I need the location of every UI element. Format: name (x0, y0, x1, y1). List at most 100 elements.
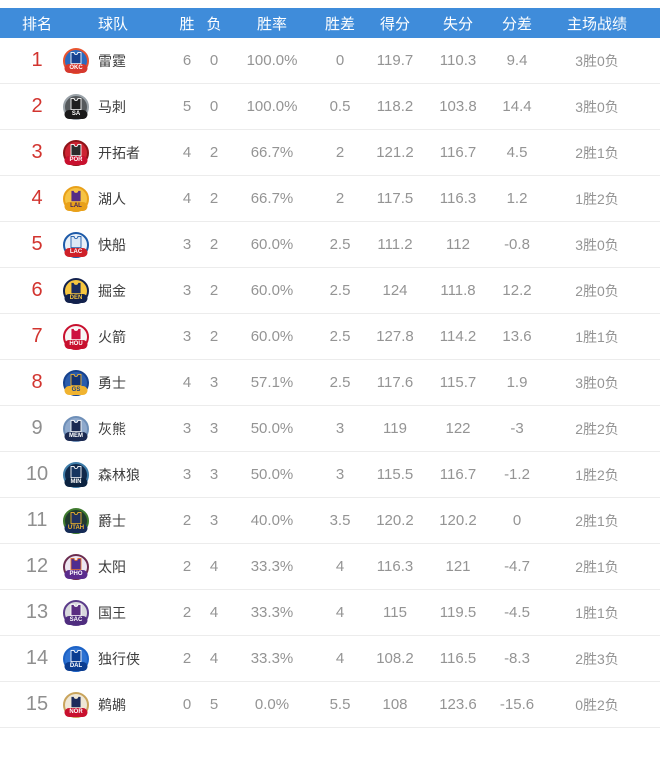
team-cell[interactable]: POR 开拓者 (56, 139, 170, 166)
team-abbr: SA (64, 109, 88, 119)
games-behind-cell: 0 (335, 52, 345, 69)
team-logo: LAC (63, 231, 89, 258)
team-abbr: LAC (64, 247, 88, 257)
team-name[interactable]: 火箭 (98, 328, 126, 345)
jersey-icon (70, 97, 82, 110)
wins-cell: 3 (182, 466, 192, 483)
team-cell[interactable]: SAC 国王 (56, 599, 170, 626)
losses-cell: 2 (209, 282, 219, 299)
point-diff-cell: -3 (510, 420, 524, 437)
team-name[interactable]: 湖人 (98, 190, 126, 207)
team-name[interactable]: 鹈鹕 (98, 696, 126, 713)
losses-cell: 0 (209, 52, 219, 69)
table-row[interactable]: 3 POR 开拓者 4 2 66.7% 2 121.2 116.7 4.5 2胜… (0, 130, 660, 176)
win-pct-cell: 100.0% (246, 98, 298, 115)
team-cell[interactable]: NOR 鹈鹕 (56, 691, 170, 718)
wins-cell: 6 (182, 52, 192, 69)
point-diff-cell: -4.5 (504, 604, 530, 621)
points-against-cell: 121 (445, 558, 471, 575)
home-record-cell: 1胜2负 (575, 466, 619, 483)
points-against-cell: 110.3 (439, 52, 477, 69)
win-pct-cell: 60.0% (250, 328, 294, 345)
points-against-cell: 116.3 (439, 190, 477, 207)
team-cell[interactable]: MEM 灰熊 (56, 415, 170, 442)
team-cell[interactable]: HOU 火箭 (56, 323, 170, 350)
jersey-icon (70, 465, 82, 478)
table-row[interactable]: 15 NOR 鹈鹕 0 5 0.0% 5.5 108 123.6 -15.6 0… (0, 682, 660, 728)
wins-cell: 3 (182, 236, 192, 253)
table-row[interactable]: 13 SAC 国王 2 4 33.3% 4 115 119.5 -4.5 1胜1… (0, 590, 660, 636)
points-for-cell: 111.2 (377, 236, 413, 253)
header-games-behind: 胜差 (324, 15, 355, 33)
point-diff-cell: -0.8 (504, 236, 530, 253)
team-name[interactable]: 森林狼 (98, 466, 140, 483)
table-row[interactable]: 7 HOU 火箭 3 2 60.0% 2.5 127.8 114.2 13.6 … (0, 314, 660, 360)
table-row[interactable]: 10 MIN 森林狼 3 3 50.0% 3 115.5 116.7 -1.2 … (0, 452, 660, 498)
team-cell[interactable]: DEN 掘金 (56, 277, 170, 304)
team-name[interactable]: 太阳 (98, 558, 126, 575)
win-pct-cell: 66.7% (250, 190, 294, 207)
points-for-cell: 115.5 (376, 466, 414, 483)
team-logo: LAL (63, 185, 89, 212)
team-name[interactable]: 开拓者 (98, 144, 140, 161)
table-row[interactable]: 4 LAL 湖人 4 2 66.7% 2 117.5 116.3 1.2 1胜2… (0, 176, 660, 222)
point-diff-cell: 9.4 (506, 52, 528, 69)
team-name[interactable]: 雷霆 (98, 52, 126, 69)
team-logo: PHO (63, 553, 89, 580)
table-row[interactable]: 9 MEM 灰熊 3 3 50.0% 3 119 122 -3 2胜2负 (0, 406, 660, 452)
header-rank: 排名 (21, 15, 52, 33)
table-row[interactable]: 5 LAC 快船 3 2 60.0% 2.5 111.2 112 -0.8 3胜… (0, 222, 660, 268)
team-cell[interactable]: LAL 湖人 (56, 185, 170, 212)
points-for-cell: 108.2 (376, 650, 414, 667)
team-cell[interactable]: MIN 森林狼 (56, 461, 170, 488)
team-name[interactable]: 独行侠 (98, 650, 140, 667)
team-cell[interactable]: LAC 快船 (56, 231, 170, 258)
table-row[interactable]: 1 OKC 雷霆 6 0 100.0% 0 119.7 110.3 9.4 3胜… (0, 38, 660, 84)
table-row[interactable]: 12 PHO 太阳 2 4 33.3% 4 116.3 121 -4.7 2胜1… (0, 544, 660, 590)
team-name[interactable]: 掘金 (98, 282, 126, 299)
table-row[interactable]: 8 GS 勇士 4 3 57.1% 2.5 117.6 115.7 1.9 3胜… (0, 360, 660, 406)
points-against-cell: 112 (446, 236, 470, 253)
rank-cell: 1 (31, 49, 43, 71)
team-abbr: LAL (64, 201, 88, 211)
team-cell[interactable]: OKC 雷霆 (56, 47, 170, 74)
team-cell[interactable]: PHO 太阳 (56, 553, 170, 580)
rank-cell: 8 (31, 371, 43, 393)
team-name[interactable]: 快船 (98, 236, 126, 253)
points-against-cell: 120.2 (439, 512, 477, 529)
point-diff-cell: 12.2 (502, 282, 532, 299)
home-record-cell: 3胜0负 (575, 98, 619, 115)
team-cell[interactable]: SA 马刺 (56, 93, 170, 120)
games-behind-cell: 2.5 (329, 374, 351, 391)
team-logo: GS (63, 369, 89, 396)
team-name[interactable]: 国王 (98, 604, 126, 621)
wins-cell: 4 (182, 144, 192, 161)
table-row[interactable]: 6 DEN 掘金 3 2 60.0% 2.5 124 111.8 12.2 2胜… (0, 268, 660, 314)
team-cell[interactable]: UTAH 爵士 (56, 507, 170, 534)
team-name[interactable]: 勇士 (98, 374, 126, 391)
win-pct-cell: 33.3% (250, 650, 294, 667)
team-logo: MIN (63, 461, 89, 488)
points-against-cell: 123.6 (439, 696, 477, 713)
team-cell[interactable]: GS 勇士 (56, 369, 170, 396)
jersey-icon (70, 51, 82, 64)
team-abbr: SAC (64, 615, 88, 625)
points-for-cell: 121.2 (376, 144, 414, 161)
wins-cell: 2 (182, 650, 192, 667)
home-record-cell: 2胜3负 (575, 650, 619, 667)
team-name[interactable]: 马刺 (98, 98, 126, 115)
jersey-icon (70, 327, 82, 340)
team-abbr: DEN (64, 293, 88, 303)
table-row[interactable]: 2 SA 马刺 5 0 100.0% 0.5 118.2 103.8 14.4 … (0, 84, 660, 130)
team-abbr: OKC (64, 63, 88, 73)
win-pct-cell: 50.0% (250, 420, 294, 437)
team-name[interactable]: 爵士 (98, 512, 126, 529)
team-name[interactable]: 灰熊 (98, 420, 126, 437)
games-behind-cell: 2.5 (329, 282, 351, 299)
games-behind-cell: 0.5 (329, 98, 351, 115)
team-cell[interactable]: DAL 独行侠 (56, 645, 170, 672)
table-row[interactable]: 11 UTAH 爵士 2 3 40.0% 3.5 120.2 120.2 0 2… (0, 498, 660, 544)
points-for-cell: 119 (383, 420, 407, 437)
points-against-cell: 103.8 (439, 98, 477, 115)
table-row[interactable]: 14 DAL 独行侠 2 4 33.3% 4 108.2 116.5 -8.3 … (0, 636, 660, 682)
